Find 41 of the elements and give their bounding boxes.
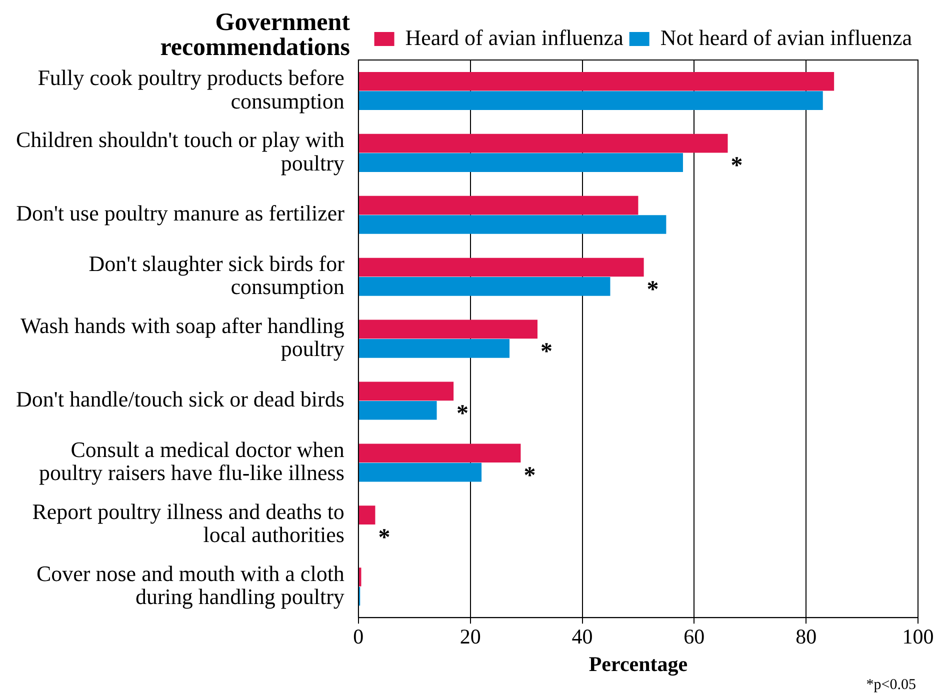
bar: [358, 338, 510, 358]
bar: [358, 91, 823, 110]
bar: [358, 153, 683, 172]
x-tick-label: 0: [353, 624, 364, 649]
bar: [358, 462, 482, 482]
x-tick-label: 100: [902, 624, 934, 649]
annotation: *: [730, 153, 743, 180]
bar: [358, 72, 834, 91]
bar: [358, 320, 538, 339]
x-tick-label: 20: [460, 624, 481, 649]
annotation: *: [646, 277, 659, 304]
annotation: *: [456, 400, 469, 427]
x-tick-label: 40: [572, 624, 593, 649]
x-axis-title: Percentage: [588, 652, 688, 676]
bar: [358, 382, 454, 401]
annotation: *: [378, 524, 390, 551]
legend-label: Heard of avian influenza: [405, 24, 624, 50]
bar: [358, 444, 521, 463]
bar: [358, 277, 610, 296]
annotation: *: [524, 462, 536, 489]
bar: [358, 506, 376, 524]
chart-title: Government recommendations: [159, 9, 350, 61]
y-tick-label: Fully cook poultry products before consumption: [38, 65, 344, 114]
bar: [358, 400, 437, 420]
x-tick-label: 80: [796, 624, 817, 649]
bar: [358, 196, 638, 215]
bar: [358, 258, 644, 277]
y-tick-label: Don't use poultry manure as fertilizer: [16, 200, 346, 226]
bar: [358, 134, 728, 153]
y-tick-label: Children shouldn't touch or play with poultry: [16, 127, 344, 176]
annotation: *: [540, 339, 552, 366]
y-tick-label: Don't slaughter sick birds for consumption: [88, 251, 346, 300]
x-tick-label: 60: [684, 624, 705, 649]
text: *p<0.05: [866, 677, 916, 694]
y-tick-label: Report poultry illness and deaths to local authorities: [32, 498, 344, 547]
y-tick-label: Cover nose and mouth with a cloth during handling poultry: [36, 560, 344, 609]
y-tick-label: Wash hands with soap after handling poultry: [20, 313, 344, 362]
y-tick-label: Consult a medical doctor when poultry raisers have flu-like illness: [38, 436, 344, 486]
legend-label: Not heard of avian influenza: [660, 24, 912, 50]
bar: [358, 215, 666, 234]
y-tick-label: Don't handle/touch sick or dead birds: [16, 386, 344, 412]
